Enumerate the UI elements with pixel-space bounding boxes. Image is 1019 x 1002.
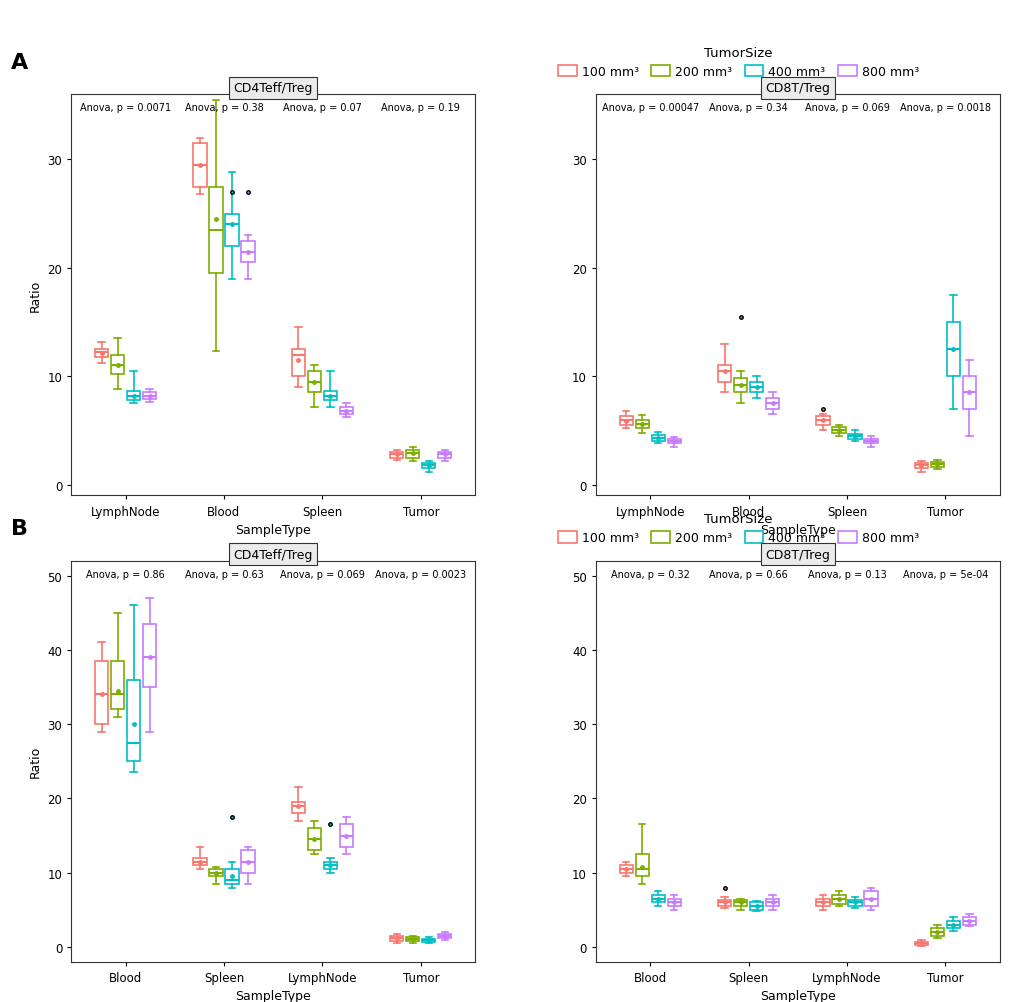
PathPatch shape: [914, 464, 927, 469]
PathPatch shape: [717, 366, 731, 383]
Text: Anova, p = 0.0018: Anova, p = 0.0018: [899, 103, 990, 113]
PathPatch shape: [619, 417, 632, 426]
PathPatch shape: [291, 803, 305, 814]
X-axis label: SampleType: SampleType: [759, 990, 835, 1002]
Title: CD4Teff/Treg: CD4Teff/Treg: [233, 82, 313, 95]
PathPatch shape: [734, 379, 747, 393]
PathPatch shape: [209, 869, 222, 877]
PathPatch shape: [242, 241, 255, 264]
PathPatch shape: [225, 869, 238, 884]
PathPatch shape: [749, 903, 762, 910]
PathPatch shape: [651, 895, 664, 903]
PathPatch shape: [422, 939, 435, 942]
PathPatch shape: [126, 680, 140, 762]
PathPatch shape: [126, 392, 140, 401]
PathPatch shape: [635, 420, 648, 429]
PathPatch shape: [291, 350, 305, 377]
PathPatch shape: [749, 383, 762, 393]
Title: CD8T/Treg: CD8T/Treg: [764, 548, 829, 561]
PathPatch shape: [209, 187, 222, 274]
Text: Anova, p = 0.66: Anova, p = 0.66: [708, 569, 788, 579]
PathPatch shape: [406, 451, 419, 458]
PathPatch shape: [323, 862, 336, 869]
PathPatch shape: [765, 899, 779, 906]
Text: Anova, p = 5e-04: Anova, p = 5e-04: [902, 569, 987, 579]
PathPatch shape: [225, 214, 238, 246]
PathPatch shape: [422, 464, 435, 469]
PathPatch shape: [734, 901, 747, 906]
PathPatch shape: [930, 929, 944, 936]
PathPatch shape: [308, 372, 321, 393]
PathPatch shape: [765, 399, 779, 410]
PathPatch shape: [143, 393, 156, 400]
PathPatch shape: [914, 942, 927, 945]
Text: Anova, p = 0.38: Anova, p = 0.38: [184, 103, 263, 113]
X-axis label: SampleType: SampleType: [235, 990, 311, 1002]
Text: Anova, p = 0.63: Anova, p = 0.63: [184, 569, 263, 579]
PathPatch shape: [717, 901, 731, 906]
Text: Anova, p = 0.32: Anova, p = 0.32: [610, 569, 689, 579]
PathPatch shape: [946, 921, 959, 929]
Title: CD4Teff/Treg: CD4Teff/Treg: [233, 548, 313, 561]
PathPatch shape: [848, 901, 861, 906]
PathPatch shape: [390, 453, 403, 458]
Text: Anova, p = 0.0071: Anova, p = 0.0071: [79, 103, 171, 113]
PathPatch shape: [406, 938, 419, 941]
PathPatch shape: [832, 895, 845, 904]
PathPatch shape: [323, 392, 336, 401]
PathPatch shape: [95, 350, 108, 358]
PathPatch shape: [438, 453, 451, 458]
PathPatch shape: [815, 899, 828, 906]
PathPatch shape: [143, 624, 156, 687]
PathPatch shape: [635, 855, 648, 877]
Title: CD8T/Treg: CD8T/Treg: [764, 82, 829, 95]
PathPatch shape: [194, 144, 206, 187]
Text: Anova, p = 0.19: Anova, p = 0.19: [381, 103, 460, 113]
PathPatch shape: [390, 936, 403, 941]
X-axis label: SampleType: SampleType: [759, 524, 835, 536]
Legend: 100 mm³, 200 mm³, 400 mm³, 800 mm³: 100 mm³, 200 mm³, 400 mm³, 800 mm³: [557, 46, 918, 79]
PathPatch shape: [815, 417, 828, 426]
Text: Anova, p = 0.069: Anova, p = 0.069: [804, 103, 889, 113]
Text: Anova, p = 0.069: Anova, p = 0.069: [279, 569, 365, 579]
PathPatch shape: [308, 829, 321, 851]
Text: A: A: [11, 53, 29, 73]
PathPatch shape: [864, 440, 876, 444]
X-axis label: SampleType: SampleType: [235, 524, 311, 536]
PathPatch shape: [111, 661, 124, 709]
PathPatch shape: [95, 661, 108, 724]
PathPatch shape: [848, 434, 861, 440]
PathPatch shape: [194, 858, 206, 866]
PathPatch shape: [339, 407, 353, 415]
PathPatch shape: [832, 428, 845, 433]
Y-axis label: Ratio: Ratio: [29, 745, 42, 778]
Text: Anova, p = 0.07: Anova, p = 0.07: [282, 103, 362, 113]
Text: Anova, p = 0.00047: Anova, p = 0.00047: [601, 103, 698, 113]
PathPatch shape: [339, 825, 353, 847]
Text: Anova, p = 0.86: Anova, p = 0.86: [86, 569, 165, 579]
Y-axis label: Ratio: Ratio: [29, 280, 42, 312]
PathPatch shape: [619, 866, 632, 873]
PathPatch shape: [438, 934, 451, 938]
PathPatch shape: [242, 851, 255, 873]
PathPatch shape: [962, 918, 975, 925]
PathPatch shape: [930, 462, 944, 468]
PathPatch shape: [864, 892, 876, 906]
PathPatch shape: [946, 323, 959, 377]
Text: Anova, p = 0.34: Anova, p = 0.34: [708, 103, 788, 113]
Text: B: B: [11, 519, 29, 539]
Text: Anova, p = 0.13: Anova, p = 0.13: [807, 569, 886, 579]
PathPatch shape: [667, 899, 680, 906]
Legend: 100 mm³, 200 mm³, 400 mm³, 800 mm³: 100 mm³, 200 mm³, 400 mm³, 800 mm³: [557, 512, 918, 545]
PathPatch shape: [667, 440, 680, 444]
PathPatch shape: [111, 355, 124, 375]
Text: Anova, p = 0.0023: Anova, p = 0.0023: [375, 569, 466, 579]
PathPatch shape: [651, 435, 664, 442]
PathPatch shape: [962, 377, 975, 410]
